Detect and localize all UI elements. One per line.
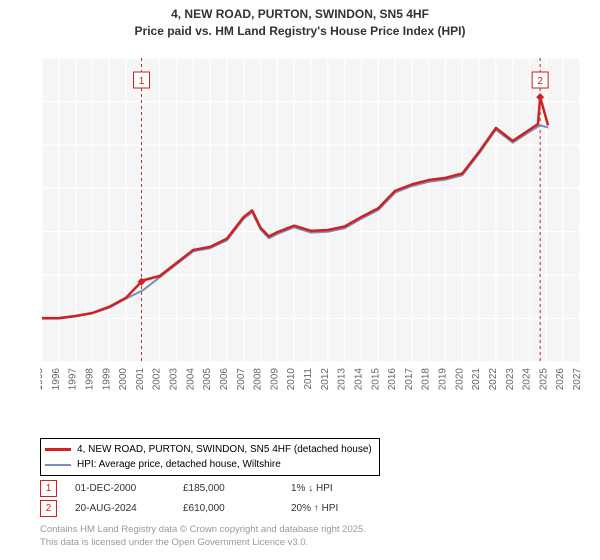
event-change-2: 20% ↑ HPI	[291, 503, 338, 514]
svg-text:2008: 2008	[253, 368, 264, 391]
title-line2: Price paid vs. HM Land Registry's House …	[0, 23, 600, 40]
svg-text:2001: 2001	[135, 368, 146, 391]
event-price-1: £185,000	[183, 483, 273, 494]
chart-svg: £0£100K£200K£300K£400K£500K£600K£700K199…	[40, 52, 588, 402]
legend-row-property: 4, NEW ROAD, PURTON, SWINDON, SN5 4HF (d…	[45, 442, 375, 457]
svg-text:2026: 2026	[555, 368, 566, 391]
title-line1: 4, NEW ROAD, PURTON, SWINDON, SN5 4HF	[0, 6, 600, 23]
svg-text:1998: 1998	[84, 368, 95, 391]
footer: Contains HM Land Registry data © Crown c…	[40, 524, 366, 550]
footer-line2: This data is licensed under the Open Gov…	[40, 537, 366, 550]
svg-text:2: 2	[537, 76, 543, 87]
event-table: 1 01-DEC-2000 £185,000 1% ↓ HPI 2 20-AUG…	[40, 478, 338, 518]
svg-text:2019: 2019	[438, 368, 449, 391]
svg-text:2010: 2010	[286, 368, 297, 391]
event-date-2: 20-AUG-2024	[75, 503, 165, 514]
svg-text:1: 1	[139, 76, 145, 87]
svg-text:2007: 2007	[236, 368, 247, 391]
svg-text:2017: 2017	[404, 368, 415, 391]
event-date-1: 01-DEC-2000	[75, 483, 165, 494]
svg-text:2004: 2004	[185, 368, 196, 391]
svg-text:1995: 1995	[40, 368, 45, 391]
chart-container: 4, NEW ROAD, PURTON, SWINDON, SN5 4HF Pr…	[0, 0, 600, 560]
svg-text:2022: 2022	[488, 368, 499, 391]
svg-text:2011: 2011	[303, 368, 314, 390]
svg-text:2024: 2024	[522, 368, 533, 391]
legend-swatch-hpi	[45, 464, 71, 466]
svg-text:2020: 2020	[454, 368, 465, 391]
event-row-1: 1 01-DEC-2000 £185,000 1% ↓ HPI	[40, 478, 338, 498]
svg-text:1997: 1997	[68, 368, 79, 391]
svg-text:2023: 2023	[505, 368, 516, 391]
svg-text:1996: 1996	[51, 368, 62, 391]
svg-text:2002: 2002	[152, 368, 163, 391]
event-change-1: 1% ↓ HPI	[291, 483, 333, 494]
title-block: 4, NEW ROAD, PURTON, SWINDON, SN5 4HF Pr…	[0, 0, 600, 40]
event-marker-2: 2	[40, 500, 57, 517]
svg-text:2003: 2003	[169, 368, 180, 391]
legend-row-hpi: HPI: Average price, detached house, Wilt…	[45, 457, 375, 472]
svg-text:2006: 2006	[219, 368, 230, 391]
svg-text:2015: 2015	[370, 368, 381, 391]
legend-label-property: 4, NEW ROAD, PURTON, SWINDON, SN5 4HF (d…	[77, 442, 372, 457]
legend-box: 4, NEW ROAD, PURTON, SWINDON, SN5 4HF (d…	[40, 438, 380, 476]
svg-text:1999: 1999	[101, 368, 112, 391]
event-price-2: £610,000	[183, 503, 273, 514]
svg-text:2013: 2013	[337, 368, 348, 391]
svg-text:2014: 2014	[353, 368, 364, 391]
svg-text:2009: 2009	[269, 368, 280, 391]
event-row-2: 2 20-AUG-2024 £610,000 20% ↑ HPI	[40, 498, 338, 518]
svg-text:2021: 2021	[471, 368, 482, 391]
svg-text:2005: 2005	[202, 368, 213, 391]
chart-area: £0£100K£200K£300K£400K£500K£600K£700K199…	[40, 52, 588, 402]
legend-label-hpi: HPI: Average price, detached house, Wilt…	[77, 457, 281, 472]
svg-text:2012: 2012	[320, 368, 331, 391]
event-marker-1: 1	[40, 480, 57, 497]
legend-swatch-property	[45, 448, 71, 451]
footer-line1: Contains HM Land Registry data © Crown c…	[40, 524, 366, 537]
svg-text:2025: 2025	[538, 368, 549, 391]
svg-text:2027: 2027	[572, 368, 583, 391]
svg-text:2000: 2000	[118, 368, 129, 391]
svg-text:2018: 2018	[421, 368, 432, 391]
svg-text:2016: 2016	[387, 368, 398, 391]
